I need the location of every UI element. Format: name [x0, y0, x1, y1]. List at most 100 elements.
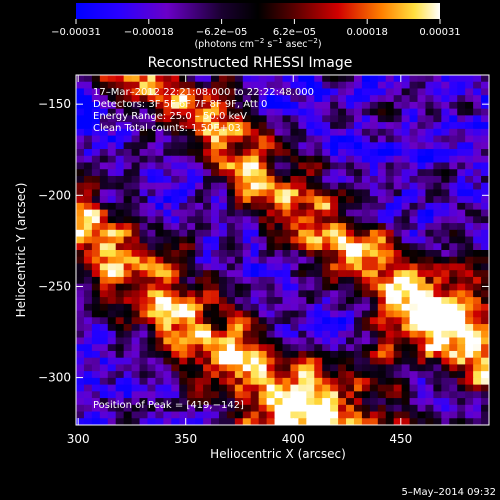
- heatmap-cell: [314, 236, 323, 244]
- heatmap-cell: [218, 411, 228, 419]
- heatmap-cell: [465, 418, 474, 425]
- heatmap-cell: [163, 283, 172, 291]
- heatmap-cell: [377, 398, 387, 406]
- heatmap-cell: [131, 297, 141, 305]
- heatmap-cell: [91, 371, 101, 379]
- heatmap-cell: [457, 250, 466, 258]
- heatmap-cell: [473, 149, 482, 157]
- heatmap-cell: [393, 175, 403, 184]
- heatmap-cell: [234, 350, 244, 359]
- heatmap-cell: [155, 303, 164, 312]
- heatmap-cell: [457, 276, 466, 285]
- heatmap-cell: [353, 236, 363, 244]
- heatmap-cell: [481, 411, 489, 419]
- heatmap-cell: [441, 88, 450, 96]
- heatmap-cell: [274, 350, 284, 359]
- heatmap-cell: [155, 81, 164, 90]
- heatmap-cell: [290, 270, 299, 278]
- heatmap-cell: [290, 384, 299, 392]
- heatmap-cell: [441, 196, 450, 204]
- heatmap-cell: [401, 270, 411, 278]
- heatmap-cell: [346, 317, 355, 325]
- heatmap-cell: [139, 88, 149, 96]
- x-tick-label: 450: [389, 432, 412, 446]
- heatmap-cell: [179, 182, 188, 191]
- heatmap-cell: [234, 377, 244, 386]
- heatmap-cell: [338, 101, 347, 110]
- heatmap-cell: [481, 391, 489, 399]
- heatmap-cell: [409, 243, 419, 251]
- heatmap-cell: [131, 115, 141, 123]
- heatmap-cell: [139, 182, 149, 191]
- heatmap-cell: [441, 115, 450, 123]
- heatmap-cell: [171, 209, 180, 217]
- heatmap-cell: [338, 303, 347, 312]
- heatmap-cell: [211, 377, 220, 386]
- heatmap-cell: [306, 182, 315, 191]
- heatmap-cell: [481, 101, 489, 110]
- heatmap-cell: [346, 324, 355, 332]
- heatmap-cell: [457, 128, 466, 137]
- heatmap-cell: [139, 256, 149, 265]
- heatmap-cell: [449, 81, 458, 90]
- heatmap-cell: [417, 398, 427, 406]
- heatmap-cell: [234, 357, 244, 366]
- heatmap-cell: [361, 122, 371, 130]
- heatmap-cell: [282, 162, 292, 170]
- heatmap-cell: [377, 162, 387, 170]
- heatmap-cell: [139, 404, 149, 413]
- heatmap-cell: [314, 75, 323, 83]
- heatmap-cell: [473, 364, 482, 372]
- heatmap-cell: [123, 169, 133, 177]
- heatmap-cell: [218, 75, 228, 83]
- heatmap-cell: [226, 324, 236, 332]
- heatmap-cell: [250, 101, 260, 110]
- heatmap-cell: [353, 398, 363, 406]
- heatmap-cell: [187, 122, 196, 130]
- heatmap-cell: [433, 418, 442, 425]
- heatmap-cell: [258, 303, 268, 312]
- heatmap-cell: [250, 108, 260, 116]
- heatmap-cell: [409, 81, 419, 90]
- heatmap-cell: [163, 263, 172, 271]
- heatmap-cell: [107, 330, 117, 339]
- heatmap-cell: [163, 418, 172, 425]
- heatmap-cell: [385, 263, 395, 271]
- heatmap-cell: [211, 196, 220, 204]
- heatmap-cell: [234, 115, 244, 123]
- heatmap-cell: [353, 135, 363, 143]
- heatmap-cell: [107, 108, 117, 116]
- heatmap-cell: [99, 81, 109, 90]
- heatmap-cell: [465, 128, 474, 137]
- heatmap-cell: [123, 411, 133, 419]
- heatmap-cell: [306, 209, 315, 217]
- heatmap-cell: [99, 196, 109, 204]
- heatmap-cell: [338, 155, 347, 164]
- heatmap-cell: [377, 270, 387, 278]
- heatmap-cell: [385, 391, 395, 399]
- heatmap-cell: [187, 337, 196, 345]
- heatmap-cell: [385, 297, 395, 305]
- heatmap-cell: [91, 128, 101, 137]
- heatmap-cell: [481, 229, 489, 238]
- heatmap-cell: [203, 155, 212, 164]
- heatmap-cell: [250, 243, 260, 251]
- heatmap-cell: [481, 202, 489, 211]
- heatmap-cell: [314, 142, 323, 150]
- heatmap-cell: [393, 283, 403, 291]
- heatmap-cell: [274, 169, 284, 177]
- heatmap-cell: [425, 391, 434, 399]
- heatmap-cell: [274, 189, 284, 197]
- heatmap-cell: [457, 135, 466, 143]
- heatmap-cell: [187, 81, 196, 90]
- heatmap-cell: [330, 115, 339, 123]
- heatmap-cell: [346, 196, 355, 204]
- heatmap-cell: [338, 411, 347, 419]
- heatmap-cell: [163, 377, 172, 386]
- heatmap-cell: [218, 243, 228, 251]
- heatmap-cell: [115, 290, 125, 298]
- heatmap-cell: [218, 169, 228, 177]
- heatmap-cell: [425, 202, 434, 211]
- heatmap-cell: [83, 196, 93, 204]
- heatmap-cell: [465, 283, 474, 291]
